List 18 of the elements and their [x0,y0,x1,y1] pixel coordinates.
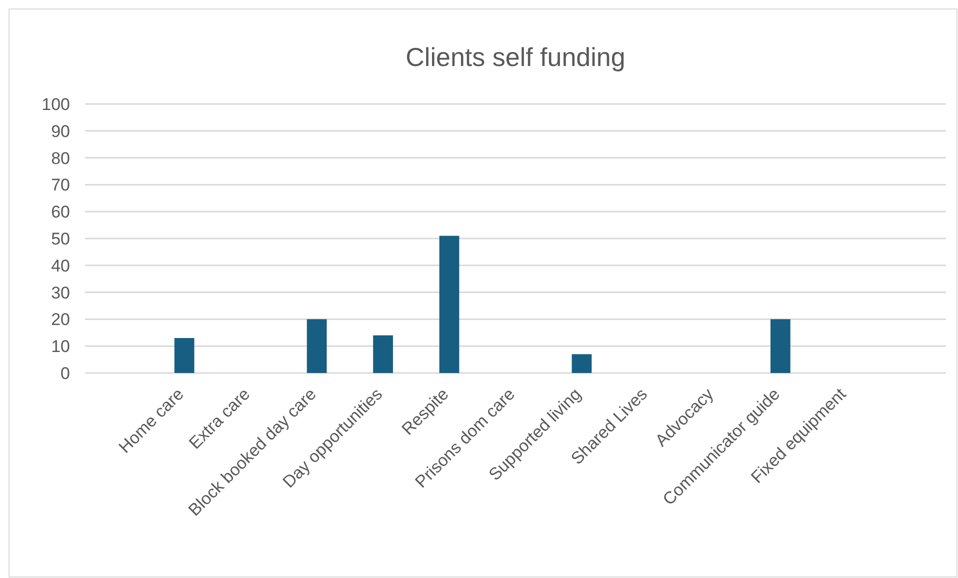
bar [439,236,460,373]
y-tick-label: 30 [51,283,70,302]
bar [373,335,393,373]
bar [770,319,790,373]
y-tick-label: 60 [51,202,70,222]
y-tick-label: 70 [51,176,70,195]
bar [174,338,194,373]
y-tick-label: 20 [51,310,70,330]
y-tick-label: 100 [42,94,70,114]
y-tick-label: 90 [51,122,70,141]
y-tick-label: 40 [51,256,70,276]
y-tick-label: 0 [60,364,70,383]
y-tick-label: 80 [51,148,70,168]
y-tick-label: 10 [51,337,70,356]
chart-title: Clients self funding [406,42,626,72]
bar [306,319,327,373]
bar [572,354,592,373]
y-tick-label: 50 [51,229,70,248]
